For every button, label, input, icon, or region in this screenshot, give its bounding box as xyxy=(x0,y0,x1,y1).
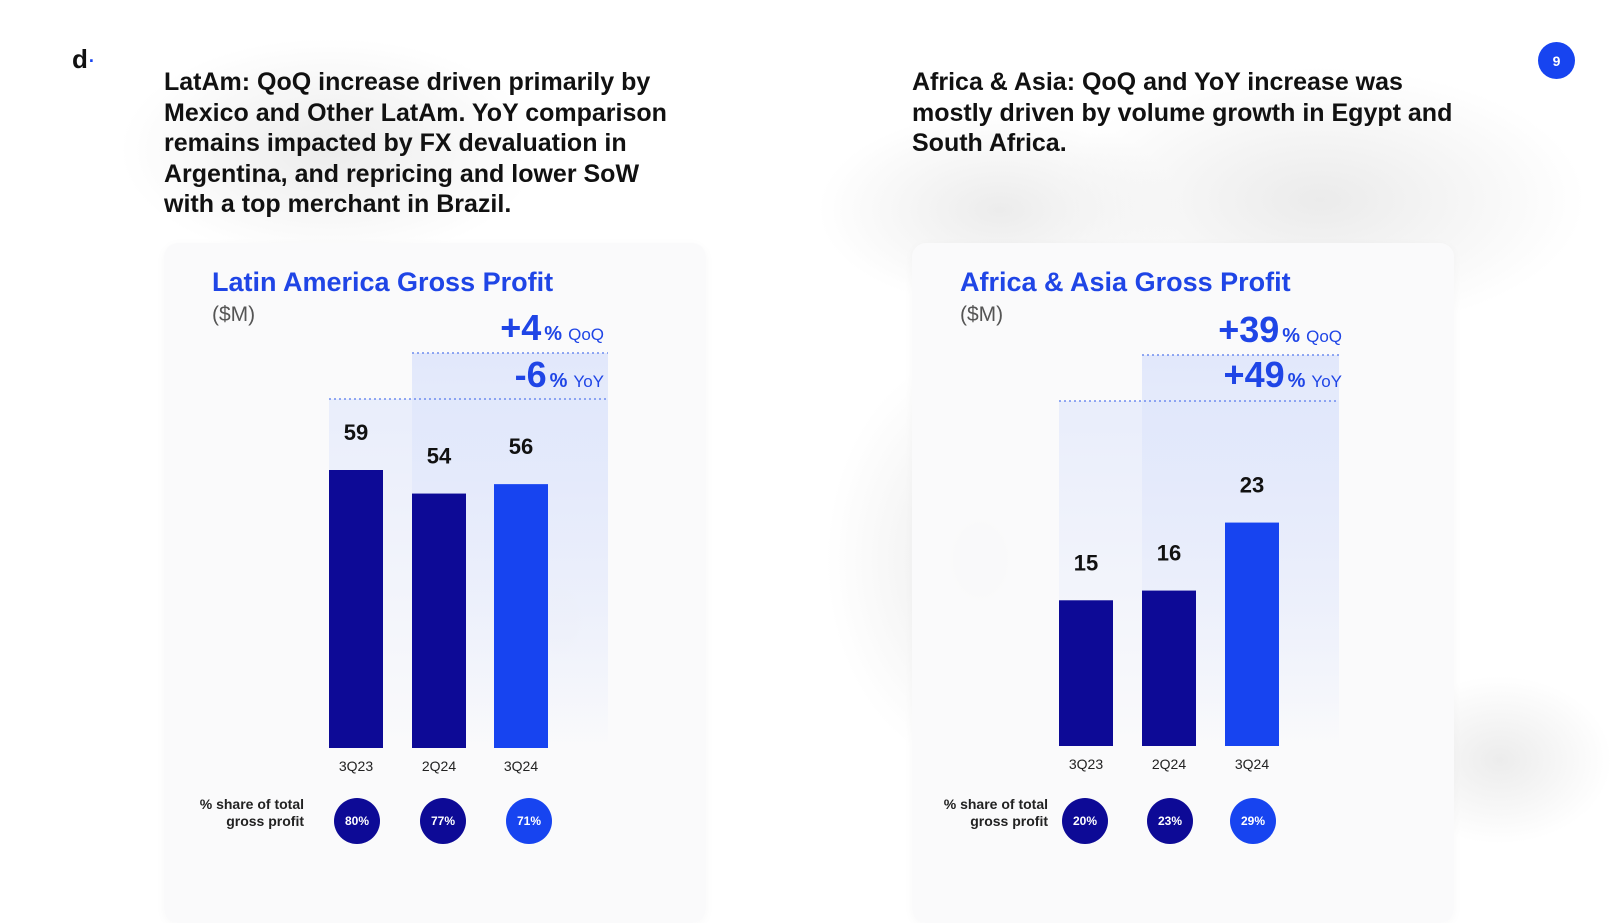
share-circle-2q24: 23% xyxy=(1147,798,1193,844)
category-label: 3Q23 xyxy=(339,758,373,774)
share-circle-2q24: 77% xyxy=(420,798,466,844)
bar-2q24 xyxy=(1142,590,1196,746)
bar-value-label: 15 xyxy=(1074,550,1098,575)
bar-3q24 xyxy=(1225,522,1279,746)
category-label: 3Q24 xyxy=(1235,756,1269,772)
qoq-change-label: +4% QoQ xyxy=(500,307,604,348)
bar-value-label: 54 xyxy=(427,444,452,469)
share-circle-3q24: 29% xyxy=(1230,798,1276,844)
bar-3q24 xyxy=(494,484,548,748)
bar-3q23 xyxy=(1059,600,1113,746)
chart-title: Latin America Gross Profit xyxy=(212,267,554,297)
category-label: 3Q23 xyxy=(1069,756,1103,772)
latam-bar-chart: 59 3Q23 54 2Q24 56 3Q24 +4% QoQ -6% YoY xyxy=(329,307,608,774)
share-circle-3q23: 20% xyxy=(1062,798,1108,844)
share-label: % share of total gross profit xyxy=(199,796,304,829)
bar-2q24 xyxy=(412,493,466,748)
bar-value-label: 56 xyxy=(509,434,533,459)
bar-3q23 xyxy=(329,470,383,748)
chart-unit-label: ($M) xyxy=(960,303,1004,326)
category-label: 3Q24 xyxy=(504,758,538,774)
africa-asia-headline: Africa & Asia: QoQ and YoY increase was … xyxy=(912,68,1453,158)
chart-title: Africa & Asia Gross Profit xyxy=(960,267,1291,297)
latam-headline: LatAm: QoQ increase driven primarily by … xyxy=(164,68,667,219)
share-circle-3q23: 80% xyxy=(334,798,380,844)
share-circle-3q24: 71% xyxy=(506,798,552,844)
yoy-change-label: -6% YoY xyxy=(515,354,604,395)
bar-value-label: 23 xyxy=(1240,473,1264,498)
bar-value-label: 59 xyxy=(344,420,368,445)
category-label: 2Q24 xyxy=(422,758,456,774)
africa-asia-bar-chart: 15 3Q23 16 2Q24 23 3Q24 +39% QoQ+49% YoY xyxy=(1059,309,1342,772)
category-label: 2Q24 xyxy=(1152,756,1186,772)
company-logo: d· xyxy=(72,44,95,74)
page-number-badge: 9 xyxy=(1538,42,1575,79)
share-label: % share of total gross profit xyxy=(943,796,1048,829)
chart-unit-label: ($M) xyxy=(212,303,256,326)
bar-value-label: 16 xyxy=(1157,541,1181,566)
latam-chart-card: 59 3Q23 54 2Q24 56 3Q24 +4% QoQ -6% YoY Latin Ame… xyxy=(164,243,706,923)
qoq-change-label: +39% QoQ xyxy=(1218,309,1342,350)
yoy-change-label: +49% YoY xyxy=(1224,354,1342,395)
africa-asia-chart-card: 15 3Q23 16 2Q24 23 3Q24 +39% QoQ +49% YoY Africa … xyxy=(912,243,1454,923)
